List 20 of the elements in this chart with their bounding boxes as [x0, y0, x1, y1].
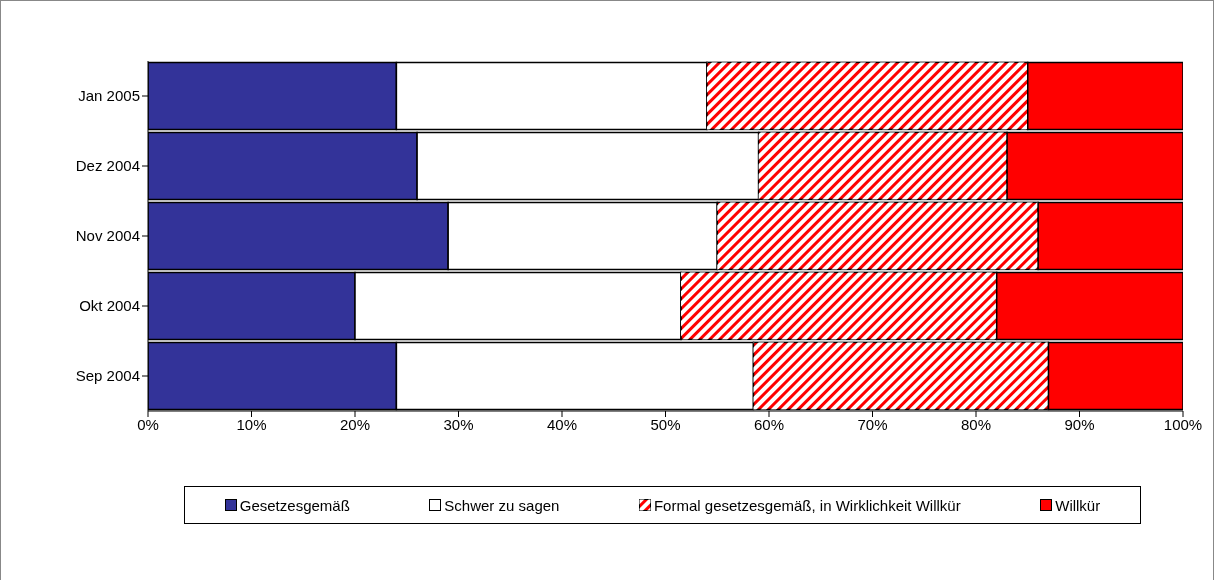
- y-tick-label: Sep 2004: [75, 367, 140, 385]
- x-tick-label: 0%: [137, 415, 159, 433]
- x-tick-label: 90%: [1064, 415, 1095, 433]
- x-tick-label: 60%: [753, 415, 785, 433]
- y-tick-label: Nov 2004: [75, 227, 140, 245]
- legend-label: Gesetzesgemäß: [238, 496, 350, 514]
- y-tick-label: Okt 2004: [79, 297, 140, 315]
- x-tick-label: 40%: [546, 415, 578, 433]
- legend-label: Willkür: [1054, 496, 1101, 514]
- y-tick-label: Jan 2005: [78, 87, 140, 105]
- legend-label: Schwer zu sagen: [443, 496, 560, 514]
- x-tick-label: 80%: [960, 415, 992, 433]
- x-tick-label: 100%: [1163, 415, 1203, 433]
- x-tick-label: 50%: [650, 415, 681, 433]
- x-tick-label: 10%: [236, 415, 267, 433]
- legend-label: Formal gesetzesgemäß, in Wirklichkeit Willkür: [652, 496, 961, 514]
- x-tick-label: 70%: [857, 415, 888, 433]
- y-tick-label: Dez 2004: [75, 157, 140, 175]
- x-tick-label: 20%: [339, 415, 371, 433]
- x-tick-label: 30%: [443, 415, 474, 433]
